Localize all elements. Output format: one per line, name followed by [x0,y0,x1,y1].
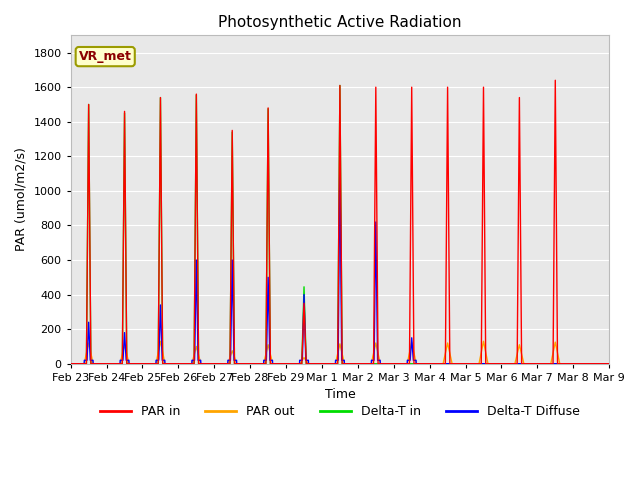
Y-axis label: PAR (umol/m2/s): PAR (umol/m2/s) [15,147,28,252]
Text: VR_met: VR_met [79,50,132,63]
Legend: PAR in, PAR out, Delta-T in, Delta-T Diffuse: PAR in, PAR out, Delta-T in, Delta-T Dif… [95,400,585,423]
Title: Photosynthetic Active Radiation: Photosynthetic Active Radiation [218,15,461,30]
X-axis label: Time: Time [324,388,355,401]
